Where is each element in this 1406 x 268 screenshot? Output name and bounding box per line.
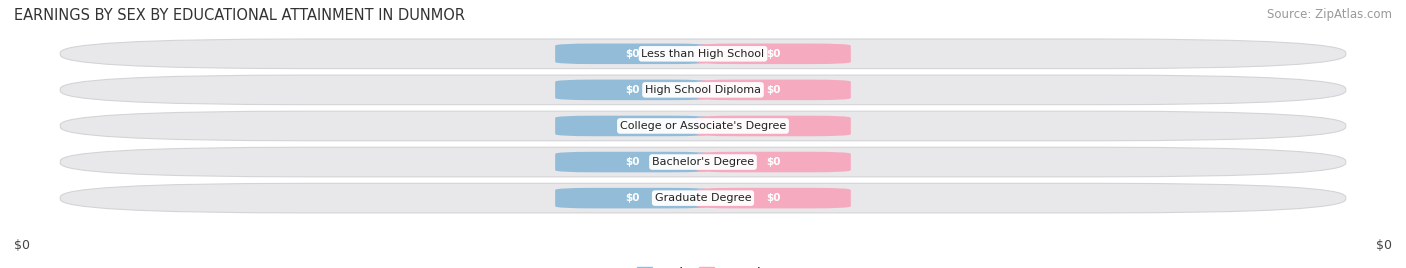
Text: Graduate Degree: Graduate Degree [655, 193, 751, 203]
Text: $0: $0 [626, 85, 640, 95]
FancyBboxPatch shape [696, 43, 851, 64]
Text: Source: ZipAtlas.com: Source: ZipAtlas.com [1267, 8, 1392, 21]
Text: Less than High School: Less than High School [641, 49, 765, 59]
FancyBboxPatch shape [555, 152, 710, 172]
FancyBboxPatch shape [696, 116, 851, 136]
Text: $0: $0 [626, 157, 640, 167]
FancyBboxPatch shape [60, 111, 1346, 141]
Text: EARNINGS BY SEX BY EDUCATIONAL ATTAINMENT IN DUNMOR: EARNINGS BY SEX BY EDUCATIONAL ATTAINMEN… [14, 8, 465, 23]
Text: $0: $0 [766, 85, 780, 95]
Legend: Male, Female: Male, Female [631, 262, 775, 268]
FancyBboxPatch shape [696, 188, 851, 209]
FancyBboxPatch shape [696, 80, 851, 100]
Text: College or Associate's Degree: College or Associate's Degree [620, 121, 786, 131]
Text: $0: $0 [766, 121, 780, 131]
Text: $0: $0 [766, 193, 780, 203]
Text: $0: $0 [1376, 239, 1392, 252]
Text: $0: $0 [766, 157, 780, 167]
FancyBboxPatch shape [696, 152, 851, 172]
FancyBboxPatch shape [60, 147, 1346, 177]
Text: $0: $0 [766, 49, 780, 59]
Text: Bachelor's Degree: Bachelor's Degree [652, 157, 754, 167]
Text: $0: $0 [14, 239, 30, 252]
Text: $0: $0 [626, 121, 640, 131]
Text: High School Diploma: High School Diploma [645, 85, 761, 95]
FancyBboxPatch shape [555, 80, 710, 100]
FancyBboxPatch shape [555, 116, 710, 136]
Text: $0: $0 [626, 49, 640, 59]
FancyBboxPatch shape [555, 188, 710, 209]
FancyBboxPatch shape [60, 75, 1346, 105]
FancyBboxPatch shape [60, 39, 1346, 69]
FancyBboxPatch shape [60, 183, 1346, 213]
FancyBboxPatch shape [555, 43, 710, 64]
Text: $0: $0 [626, 193, 640, 203]
